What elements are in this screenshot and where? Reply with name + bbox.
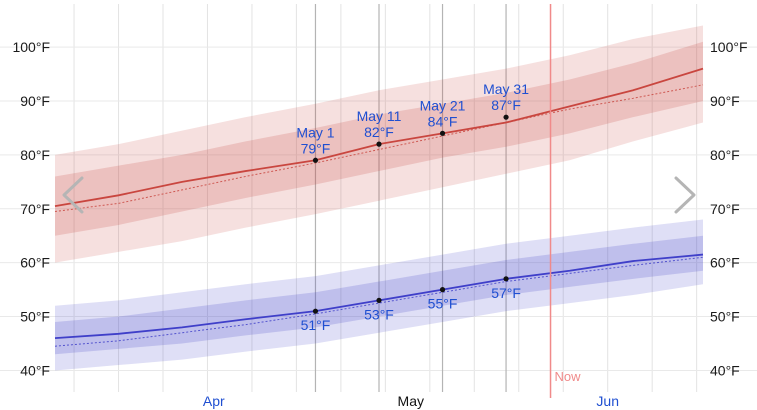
y-tick-label-right: 80°F <box>710 147 740 163</box>
y-tick-label-right: 60°F <box>710 255 740 271</box>
y-tick-label-left: 50°F <box>20 309 50 325</box>
y-tick-label-left: 90°F <box>20 93 50 109</box>
month-label: Apr <box>203 393 225 409</box>
low-band-inner <box>55 235 703 355</box>
high-point <box>503 114 509 120</box>
next-button[interactable] <box>664 168 708 220</box>
low-point <box>439 287 446 293</box>
low-point <box>503 276 509 282</box>
high-point <box>439 130 446 136</box>
low-band-outer <box>55 219 703 371</box>
y-tick-label-left: 40°F <box>20 362 50 378</box>
axes: 40°F 40°F 50°F 50°F 60°F 60°F 70°F 70°F 80°F 80°F… <box>12 39 747 409</box>
prev-button[interactable] <box>50 168 94 220</box>
y-tick-label-right: 40°F <box>710 362 740 378</box>
high-point <box>376 141 382 147</box>
now-marker: Now <box>549 4 582 398</box>
y-tick-label-left: 70°F <box>20 201 50 217</box>
high-band-inner <box>55 41 703 236</box>
high-annotation-value: 79°F <box>301 140 331 156</box>
high-annotation-value: 84°F <box>428 113 458 129</box>
high-annotation-value: 87°F <box>491 97 521 113</box>
y-tick-label-right: 100°F <box>710 39 748 55</box>
y-tick-label-left: 100°F <box>12 39 50 55</box>
low-annotation-value: 57°F <box>491 285 521 301</box>
points <box>312 114 509 314</box>
high-annotation-date: May 1 <box>296 124 334 140</box>
low-point <box>312 308 319 314</box>
high-annotation-date: May 11 <box>357 108 402 124</box>
chevron-left-icon <box>62 176 84 214</box>
y-tick-label-right: 70°F <box>710 201 740 217</box>
high-annotation-value: 82°F <box>364 124 394 140</box>
y-tick-label-left: 60°F <box>20 255 50 271</box>
chevron-right-icon <box>674 176 696 214</box>
high-point <box>312 157 319 163</box>
y-tick-label-right: 50°F <box>710 309 740 325</box>
grid <box>0 4 757 392</box>
low-annotation-value: 55°F <box>428 296 458 312</box>
low-annotation-value: 51°F <box>301 317 331 333</box>
high-annotation-date: May 31 <box>483 81 529 97</box>
low-median-line <box>54 256 704 347</box>
month-label: May <box>398 393 424 409</box>
y-tick-label-right: 90°F <box>710 93 740 109</box>
now-label: Now <box>555 369 582 384</box>
low-annotation-value: 53°F <box>364 306 394 322</box>
y-tick-label-left: 80°F <box>20 147 50 163</box>
high-annotation-date: May 21 <box>420 97 466 113</box>
low-point <box>376 297 382 303</box>
month-label: Jun <box>596 393 619 409</box>
